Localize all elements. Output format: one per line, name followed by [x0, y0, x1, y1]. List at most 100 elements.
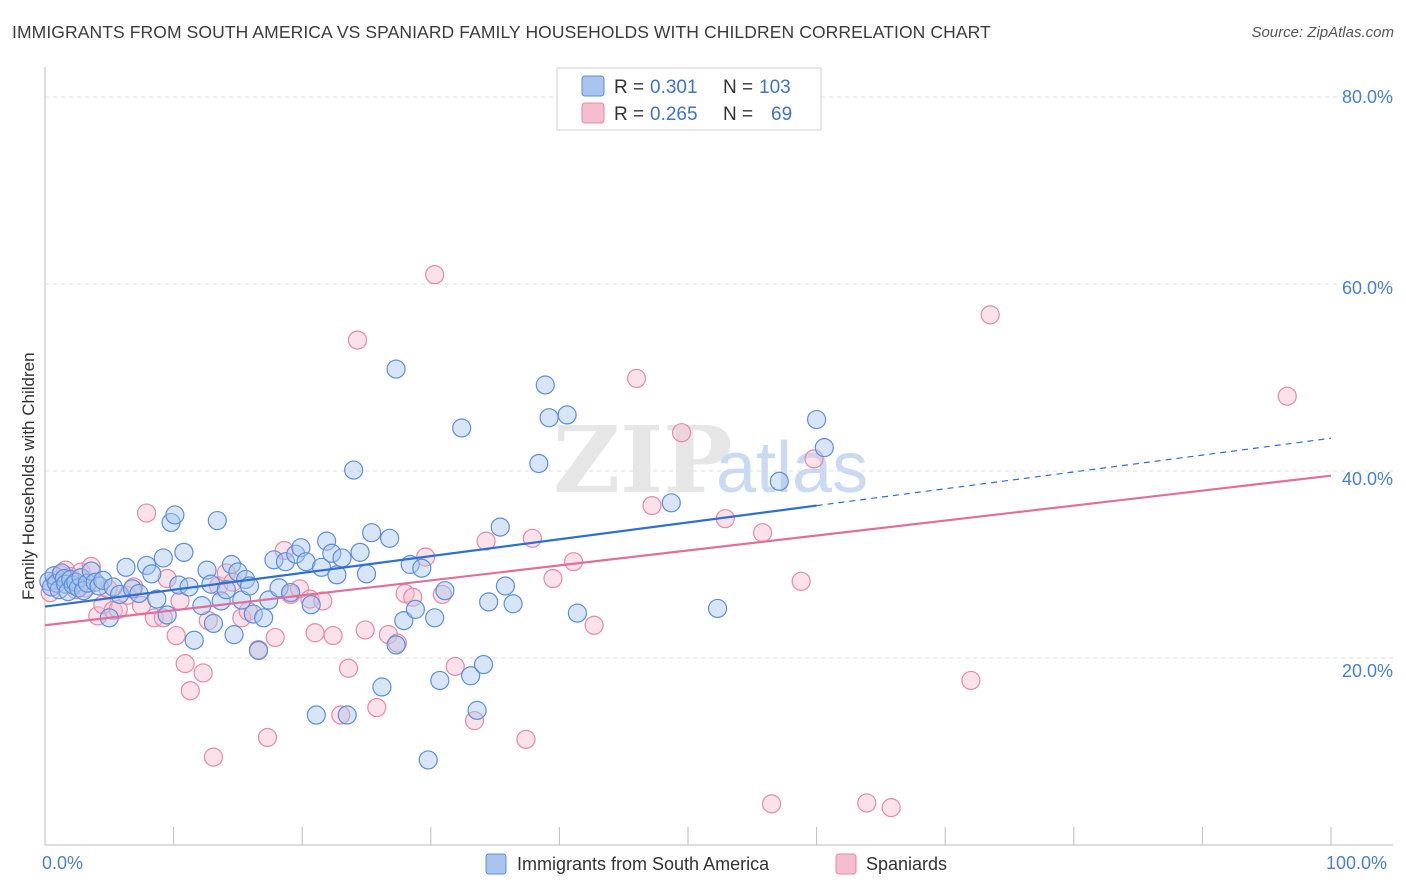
- south-america-point: [435, 581, 455, 601]
- south-america-point: [322, 543, 342, 563]
- south-america-point: [461, 666, 481, 686]
- trend-line-spaniards: [44, 474, 1332, 627]
- legend-swatch-pink: [581, 102, 605, 124]
- spaniards-point: [338, 658, 359, 678]
- spaniards-point: [265, 627, 285, 648]
- south-america-point: [356, 564, 377, 584]
- spaniards-point: [476, 531, 496, 551]
- south-america-point: [332, 548, 352, 568]
- watermark-zip: ZIP: [553, 406, 732, 514]
- south-america-point: [153, 548, 173, 568]
- y-tick-label-40: 40.0%: [1342, 469, 1393, 489]
- y-tick-label-20: 20.0%: [1342, 661, 1393, 681]
- stats-legend: R = 0.301 N = 103 R = 0.265 N = 69: [556, 67, 822, 131]
- spaniards-point: [543, 568, 563, 589]
- south-america-point: [535, 375, 555, 395]
- south-america-point: [814, 438, 834, 458]
- spaniards-point: [961, 670, 981, 691]
- legend-n-label-pink: N =: [723, 104, 753, 125]
- legend-r-label-blue: R =: [614, 77, 644, 98]
- south-america-point: [567, 603, 588, 623]
- trend-line-south-america: [44, 504, 817, 608]
- spaniards-point: [403, 587, 423, 607]
- south-america-point: [317, 531, 337, 551]
- legend-n-label-blue: N =: [723, 77, 753, 98]
- chart-title: IMMIGRANTS FROM SOUTH AMERICA VS SPANIAR…: [12, 22, 991, 42]
- y-tick-label-60: 60.0%: [1342, 278, 1393, 298]
- spaniards-point: [425, 265, 445, 285]
- spaniards-point: [367, 697, 387, 718]
- south-america-point: [116, 557, 136, 577]
- spaniards-point: [136, 503, 157, 523]
- spaniards-point: [175, 654, 195, 674]
- south-america-point: [174, 542, 194, 562]
- spaniards-point: [671, 423, 692, 443]
- spaniards-point: [563, 552, 584, 572]
- spaniards-point: [857, 793, 877, 813]
- south-america-point: [394, 610, 414, 631]
- series-south-america: [39, 359, 834, 770]
- south-america-point: [286, 544, 306, 564]
- south-america-point: [386, 635, 406, 655]
- south-america-point: [63, 575, 83, 595]
- south-america-point: [661, 493, 681, 513]
- spaniards-point: [761, 794, 782, 814]
- gridlines: [45, 96, 1393, 659]
- spaniards-point: [584, 615, 604, 635]
- south-america-point: [707, 598, 728, 619]
- south-america-point: [243, 604, 263, 624]
- south-america-point: [372, 677, 392, 697]
- axes: [44, 67, 1393, 846]
- spaniards-point: [642, 495, 662, 516]
- south-america-point: [386, 359, 406, 379]
- south-america-point: [147, 589, 167, 609]
- south-america-point: [495, 576, 515, 596]
- spaniards-point: [791, 571, 811, 591]
- spaniards-point: [355, 620, 375, 640]
- south-america-point: [503, 594, 523, 614]
- south-america-point: [254, 608, 274, 628]
- south-america-point: [93, 570, 113, 590]
- south-america-point: [380, 528, 400, 548]
- south-america-point: [224, 625, 244, 645]
- south-america-point: [337, 705, 357, 725]
- spaniards-point: [626, 368, 647, 389]
- south-america-point: [467, 700, 487, 720]
- series-spaniards: [40, 265, 1297, 818]
- legend-r-label-pink: R =: [614, 104, 644, 125]
- x-tick-label-min: 0.0%: [42, 853, 83, 873]
- spaniards-point: [445, 656, 465, 677]
- south-america-point: [157, 605, 177, 625]
- south-america-point: [473, 654, 494, 675]
- source-label: Source: ZipAtlas.com: [1251, 24, 1394, 41]
- series-legend: Immigrants from South America Spaniards: [485, 853, 947, 875]
- south-america-point: [806, 409, 827, 430]
- south-america-point: [490, 517, 510, 537]
- south-america-point: [405, 599, 425, 619]
- watermark-atlas: atlas: [716, 428, 868, 508]
- south-america-point: [207, 510, 227, 531]
- south-america-point: [165, 505, 185, 525]
- spaniards-point: [180, 681, 200, 701]
- spaniards-point: [157, 568, 177, 589]
- south-america-point: [142, 564, 162, 584]
- south-america-point: [362, 523, 382, 543]
- south-america-point: [557, 405, 577, 425]
- bottom-legend-swatch-blue: [485, 853, 507, 875]
- south-america-point: [184, 630, 204, 650]
- south-america-point: [77, 573, 98, 593]
- spaniards-point: [203, 747, 224, 767]
- south-america-point: [301, 595, 321, 615]
- legend-swatch-blue: [581, 75, 605, 97]
- south-america-point: [248, 640, 269, 661]
- south-america-point: [539, 408, 559, 428]
- spaniards-point: [305, 623, 325, 643]
- spaniards-point: [516, 729, 536, 749]
- legend-r-value-pink: 0.265: [650, 104, 698, 125]
- spaniards-point: [1277, 386, 1297, 406]
- south-america-point: [479, 592, 499, 612]
- south-america-point: [216, 580, 236, 600]
- legend-n-value-blue: 103: [759, 77, 791, 98]
- south-america-point: [418, 750, 438, 770]
